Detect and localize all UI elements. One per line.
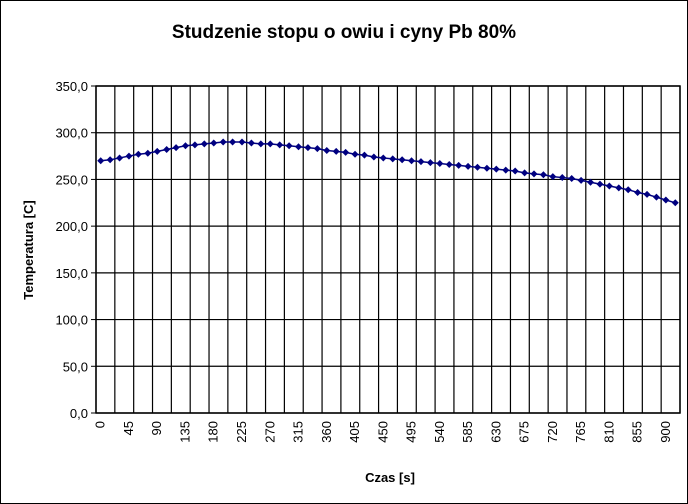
y-tick-label: 0,0 (70, 406, 88, 421)
data-point (351, 150, 359, 158)
chart-title: Studzenie stopu o owiu i cyny Pb 80% (172, 22, 516, 43)
y-axis-label: Temperatura [C] (21, 200, 36, 299)
data-point (144, 149, 152, 157)
data-point (295, 143, 303, 151)
x-tick-label: 405 (347, 421, 362, 443)
x-tick-label: 630 (488, 421, 503, 443)
x-tick-label: 450 (375, 421, 390, 443)
x-tick-label: 855 (630, 421, 645, 443)
data-point (389, 155, 397, 163)
data-point (247, 139, 255, 147)
x-tick-label: 315 (291, 421, 306, 443)
data-point (276, 141, 284, 149)
data-point (313, 145, 321, 153)
x-tick-label: 540 (432, 421, 447, 443)
data-point (200, 140, 208, 148)
data-point (163, 146, 171, 154)
data-point (624, 186, 632, 194)
data-point (97, 157, 105, 165)
data-point (671, 199, 679, 207)
data-point (511, 167, 519, 175)
data-point (596, 180, 604, 188)
data-point (530, 170, 538, 178)
data-point (238, 138, 246, 146)
data-point (408, 157, 416, 165)
data-point (342, 148, 350, 156)
data-point (502, 166, 510, 174)
x-tick-label: 585 (460, 421, 475, 443)
data-point (464, 162, 472, 170)
x-tick-label: 720 (545, 421, 560, 443)
data-point (125, 152, 133, 160)
x-tick-label: 810 (601, 421, 616, 443)
x-tick-label: 45 (121, 421, 136, 435)
y-tick-label: 350,0 (55, 79, 88, 94)
x-tick-label: 135 (177, 421, 192, 443)
data-point (445, 160, 453, 168)
data-point (568, 174, 576, 182)
data-point (417, 158, 425, 166)
data-point (587, 178, 595, 186)
data-point (360, 151, 368, 159)
x-tick-label: 495 (404, 421, 419, 443)
x-tick-label: 90 (149, 421, 164, 435)
data-point (521, 169, 529, 177)
x-tick-label: 270 (262, 421, 277, 443)
data-point (332, 147, 340, 155)
data-point (634, 189, 642, 197)
data-point (558, 174, 566, 182)
data-point (370, 153, 378, 161)
data-point (455, 161, 463, 169)
data-point (577, 176, 585, 184)
data-point (605, 182, 613, 190)
data-point (492, 165, 500, 173)
data-point (398, 156, 406, 164)
x-tick-label: 765 (573, 421, 588, 443)
data-point (134, 150, 142, 158)
x-tick-label: 180 (206, 421, 221, 443)
data-point (106, 156, 114, 164)
data-point (285, 142, 293, 150)
data-point (615, 184, 623, 192)
plot-area (95, 85, 681, 414)
x-tick-label: 900 (658, 421, 673, 443)
data-point (643, 190, 651, 198)
y-tick-label: 200,0 (55, 219, 88, 234)
y-tick-label: 150,0 (55, 266, 88, 281)
data-point (436, 160, 444, 168)
y-tick-label: 50,0 (63, 359, 88, 374)
y-tick-label: 100,0 (55, 313, 88, 328)
data-point (153, 147, 161, 155)
data-point (379, 154, 387, 162)
data-point (229, 138, 237, 146)
data-point (304, 144, 312, 152)
data-point (172, 144, 180, 152)
data-point (652, 193, 660, 201)
x-tick-label: 675 (517, 421, 532, 443)
data-point (181, 142, 189, 150)
data-point (473, 163, 481, 171)
data-point (116, 154, 124, 162)
y-tick-label: 250,0 (55, 172, 88, 187)
data-point (483, 164, 491, 172)
data-point (426, 159, 434, 167)
data-point (539, 171, 547, 179)
x-tick-label: 0 (93, 421, 108, 428)
data-point (323, 146, 331, 154)
data-point (662, 196, 670, 204)
data-point (549, 173, 557, 181)
y-tick-label: 300,0 (55, 126, 88, 141)
data-point (266, 140, 274, 148)
x-tick-label: 360 (319, 421, 334, 443)
data-point (219, 138, 227, 146)
x-axis-label: Czas [s] (365, 470, 415, 485)
x-tick-label: 225 (234, 421, 249, 443)
data-point (210, 139, 218, 147)
data-point (191, 141, 199, 149)
data-point (257, 140, 265, 148)
